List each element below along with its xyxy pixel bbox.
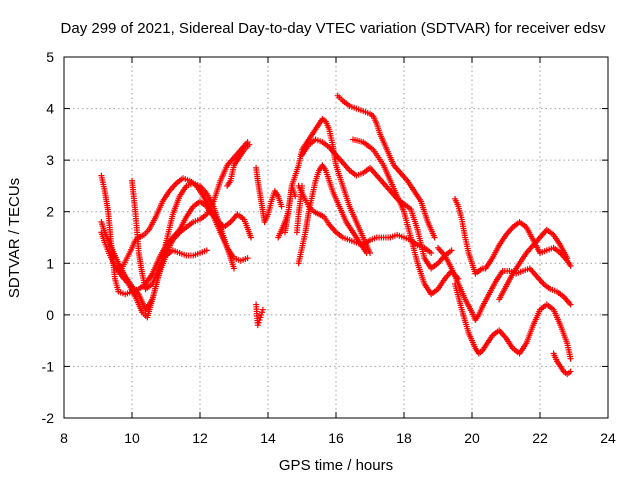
data-point [248,234,254,241]
series-arc7 [253,164,285,226]
x-axis-label: GPS time / hours [279,457,393,474]
y-tick-label: 0 [46,307,54,323]
y-tick-label: 3 [46,152,54,168]
data-point [299,182,305,189]
x-tick-label: 20 [464,430,480,446]
data-point [231,265,237,272]
series-arc3 [98,229,210,321]
data-point [431,234,438,241]
series-arc13 [334,92,438,241]
series-arc18 [496,226,571,303]
series-arc4 [118,175,254,272]
series-arc6 [224,141,253,189]
data-point [567,301,574,308]
data-point [259,306,266,313]
data-point [567,262,574,269]
data-point [567,355,574,362]
x-tick-label: 14 [260,430,276,446]
data-points [98,92,574,378]
x-tick-label: 8 [60,430,68,446]
x-tick-label: 10 [124,430,140,446]
series-arc21 [293,182,305,236]
series-arc19 [550,350,574,378]
data-point [564,255,571,262]
x-tick-label: 24 [600,430,616,446]
data-point [363,249,370,256]
x-tick-label: 22 [532,430,548,446]
data-point [428,249,435,256]
series-arc15 [452,195,574,277]
data-point [292,193,299,200]
data-point [244,255,251,262]
chart-title: Day 299 of 2021, Sidereal Day-to-day VTE… [61,20,606,37]
y-tick-label: 4 [46,101,54,117]
series-arc20 [275,182,299,241]
x-tick-label: 16 [328,430,344,446]
series-arc16 [435,244,574,324]
series-arc8 [253,301,266,329]
y-tick-label: 5 [46,49,54,65]
series-arc12 [299,136,455,272]
data-point [567,368,574,375]
series-arc5 [129,139,251,293]
y-axis-label: SDTVAR / TECUs [6,178,23,298]
x-tick-label: 12 [192,430,208,446]
data-point [203,247,210,254]
y-tick-label: 2 [46,204,54,220]
data-point [448,247,455,254]
data-point [246,141,253,148]
data-point [278,203,285,210]
y-tick-label: -2 [42,410,55,426]
y-tick-label: 1 [46,255,54,271]
y-tick-label: -1 [42,358,55,374]
series-arc17 [452,280,574,362]
series-arc14 [350,136,462,298]
x-tick-label: 18 [396,430,412,446]
